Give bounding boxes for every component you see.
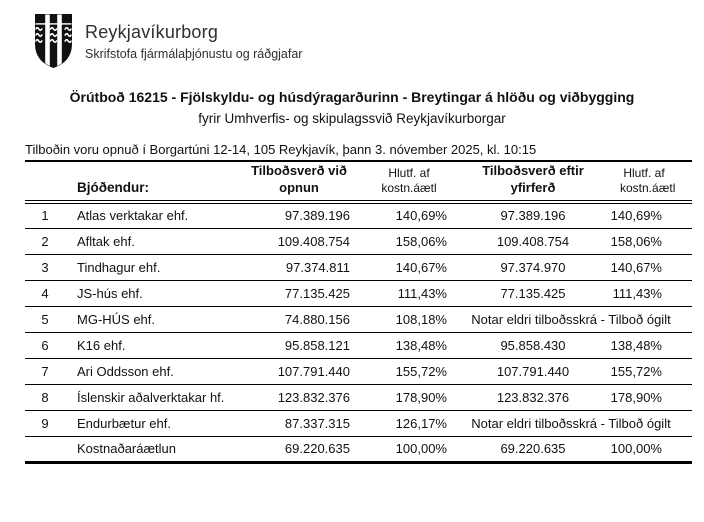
org-department: Skrifstofa fjármálaþjónustu og ráðgjafar — [85, 46, 303, 61]
table-row: 5 MG-HÚS ehf. 74.880.156 108,18% Notar e… — [25, 306, 692, 332]
price-at-opening: 87.337.315 — [284, 415, 350, 431]
col-header-price-at-opening: Tilboðsverð við opnun — [251, 163, 347, 196]
price-after-review: 109.408.754 — [496, 233, 570, 249]
bid-number: 6 — [41, 337, 49, 353]
table-row: 6 K16 ehf. 95.858.121 138,48% 95.858.430… — [25, 332, 692, 358]
col-header-pct-of-estimate-opening: Hlutf. af kostn.áætl — [381, 165, 437, 196]
table-row: 8 Íslenskir aðalverktakar hf. 123.832.37… — [25, 384, 692, 410]
bid-number — [25, 436, 65, 462]
price-at-opening: 109.408.754 — [277, 233, 350, 249]
price-at-opening: 69.220.635 — [284, 441, 350, 456]
col-header-price-after-review: Tilboðsverð eftir yfirferð — [482, 163, 584, 196]
table-row: Kostnaðaráætlun 69.220.635 100,00% 69.22… — [25, 436, 692, 462]
bid-number: 4 — [41, 285, 49, 301]
price-at-opening: 123.832.376 — [277, 389, 350, 405]
reykjavik-coat-of-arms-icon — [35, 14, 72, 69]
pct-of-estimate-after-review: 155,72% — [610, 363, 662, 379]
table-row: 7 Ari Oddsson ehf. 107.791.440 155,72% 1… — [25, 358, 692, 384]
price-after-review: 69.220.635 — [500, 441, 566, 456]
pct-of-estimate-after-review: 100,00% — [610, 441, 662, 456]
pct-of-estimate-at-opening: 158,06% — [395, 233, 447, 249]
pct-of-estimate-at-opening: 138,48% — [395, 337, 447, 353]
price-after-review: 97.389.196 — [500, 208, 566, 224]
bidder-name: Afltak ehf. — [77, 233, 135, 249]
table-row: 3 Tindhagur ehf. 97.374.811 140,67% 97.3… — [25, 254, 692, 280]
tender-subtitle: fyrir Umhverfis- og skipulagssvið Reykja… — [198, 110, 506, 126]
letterhead: Reykjavíkurborg Skrifstofa fjármálaþjónu… — [33, 13, 302, 69]
bidder-name: JS-hús ehf. — [77, 285, 143, 301]
table-row: 2 Afltak ehf. 109.408.754 158,06% 109.40… — [25, 228, 692, 254]
bidder-name: Ari Oddsson ehf. — [77, 363, 174, 379]
pct-of-estimate-after-review: 140,67% — [610, 259, 662, 275]
pct-of-estimate-after-review: 138,48% — [610, 337, 662, 353]
bidder-name: Kostnaðaráætlun — [77, 441, 177, 456]
pct-of-estimate-at-opening: 100,00% — [395, 441, 447, 456]
table-row: 1 Atlas verktakar ehf. 97.389.196 140,69… — [25, 202, 692, 228]
bid-number: 5 — [41, 311, 49, 327]
invalid-bid-note: Notar eldri tilboðsskrá - Tilboð ógilt — [471, 311, 671, 327]
bid-number: 3 — [41, 259, 49, 275]
tender-title: Örútboð 16215 - Fjölskyldu- og húsdýraga… — [69, 89, 635, 105]
bidder-name: K16 ehf. — [77, 337, 126, 353]
bidder-name: Tindhagur ehf. — [77, 259, 161, 275]
price-at-opening: 97.389.196 — [284, 208, 350, 224]
table-row: 9 Endurbætur ehf. 87.337.315 126,17% Not… — [25, 410, 692, 436]
bid-number: 2 — [41, 233, 49, 249]
price-after-review: 95.858.430 — [500, 337, 566, 353]
pct-of-estimate-at-opening: 140,69% — [395, 208, 447, 224]
bids-table: Bjóðendur: Tilboðsverð við opnun Hlutf. … — [25, 162, 692, 464]
price-after-review: 97.374.970 — [500, 259, 566, 275]
pct-of-estimate-at-opening: 155,72% — [395, 363, 447, 379]
price-at-opening: 77.135.425 — [284, 285, 350, 301]
pct-of-estimate-after-review: 158,06% — [610, 233, 662, 249]
pct-of-estimate-at-opening: 178,90% — [395, 389, 447, 405]
bidder-name: Atlas verktakar ehf. — [77, 208, 189, 224]
price-after-review: 77.135.425 — [500, 285, 566, 301]
pct-of-estimate-after-review: 111,43% — [612, 285, 662, 301]
col-header-bidders: Bjóðendur: — [77, 180, 149, 196]
pct-of-estimate-at-opening: 108,18% — [395, 311, 447, 327]
price-at-opening: 74.880.156 — [284, 311, 350, 327]
table-row: 4 JS-hús ehf. 77.135.425 111,43% 77.135.… — [25, 280, 692, 306]
pct-of-estimate-after-review: 140,69% — [610, 208, 662, 224]
bids-table-body: 1 Atlas verktakar ehf. 97.389.196 140,69… — [25, 202, 692, 462]
price-at-opening: 107.791.440 — [277, 363, 350, 379]
col-header-pct-of-estimate-review: Hlutf. af kostn.áætl — [620, 165, 676, 196]
opening-info: Tilboðin voru opnuð í Borgartúni 12-14, … — [25, 142, 692, 162]
price-at-opening: 95.858.121 — [284, 337, 350, 353]
bid-number: 9 — [41, 415, 49, 431]
bidder-name: Íslenskir aðalverktakar hf. — [77, 389, 225, 405]
invalid-bid-note: Notar eldri tilboðsskrá - Tilboð ógilt — [471, 415, 671, 431]
price-at-opening: 97.374.811 — [285, 259, 350, 275]
pct-of-estimate-at-opening: 126,17% — [395, 415, 447, 431]
bidder-name: Endurbætur ehf. — [77, 415, 171, 431]
pct-of-estimate-at-opening: 140,67% — [395, 259, 447, 275]
bid-number: 8 — [41, 389, 49, 405]
org-text-block: Reykjavíkurborg Skrifstofa fjármálaþjónu… — [85, 13, 302, 61]
bidder-name: MG-HÚS ehf. — [77, 311, 156, 327]
pct-of-estimate-after-review: 178,90% — [610, 389, 662, 405]
price-after-review: 107.791.440 — [496, 363, 570, 379]
col-header-number — [25, 162, 65, 202]
pct-of-estimate-at-opening: 111,43% — [397, 285, 447, 301]
title-block: Örútboð 16215 - Fjölskyldu- og húsdýraga… — [0, 87, 704, 130]
org-name: Reykjavíkurborg — [85, 22, 219, 42]
table-header-row: Bjóðendur: Tilboðsverð við opnun Hlutf. … — [25, 162, 692, 202]
price-after-review: 123.832.376 — [496, 389, 570, 405]
bid-number: 7 — [41, 363, 49, 379]
bid-number: 1 — [41, 208, 49, 224]
